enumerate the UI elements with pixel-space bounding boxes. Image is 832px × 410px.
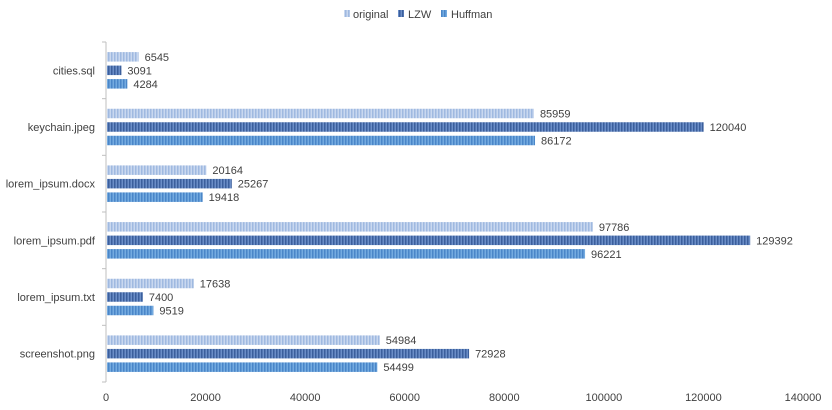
bar-lzw-lorem-ipsum-docx [107,178,232,189]
legend-swatch-huffman [441,10,447,17]
bar-huffman-cities-sql [107,79,128,89]
bar-lzw-keychain-jpeg [107,122,704,132]
x-tick-label: 0 [103,392,109,404]
data-label: 9519 [159,306,183,318]
bar-original-screenshot-png [107,335,380,345]
x-tick-label: 60000 [389,392,420,404]
bar-original-lorem-ipsum-docx [107,165,207,175]
data-label: 85959 [540,109,571,121]
x-tick-label: 140000 [785,392,822,404]
data-label: 20164 [212,165,243,177]
legend-label-lzw: LZW [408,9,432,21]
category-label: lorem_ipsum.docx [6,179,96,191]
legend-swatch-lzw [398,10,404,17]
bar-huffman-lorem-ipsum-txt [107,305,154,316]
data-label: 120040 [710,122,747,134]
data-label: 25267 [238,179,269,191]
axes: 0 20000 40000 60000 80000 100000 120000 140000 c… [6,41,822,404]
bar-original-keychain-jpeg [107,108,534,119]
bar-huffman-screenshot-png [107,362,378,372]
category-label: screenshot.png [20,349,95,361]
x-tick-label: 40000 [290,392,321,404]
data-label: 17638 [200,279,231,291]
bar-lzw-lorem-ipsum-pdf [107,235,751,246]
legend-swatch-original [344,10,350,17]
data-label: 7400 [149,292,173,304]
data-label: 54984 [386,335,417,347]
bar-original-lorem-ipsum-txt [107,278,194,289]
category-label: cities.sql [53,65,95,77]
bar-lzw-screenshot-png [107,348,470,359]
data-label: 97786 [599,222,630,234]
data-label: 6545 [145,52,169,64]
bar-huffman-keychain-jpeg [107,135,536,146]
x-tick-label: 80000 [489,392,520,404]
data-label: 3091 [127,65,151,77]
bar-lzw-lorem-ipsum-txt [107,292,143,302]
category-label: lorem_ipsum.txt [17,292,95,304]
legend-label-original: original [353,9,388,21]
data-label: 96221 [591,249,622,261]
x-tick-label: 20000 [190,392,221,404]
data-label: 129392 [756,235,793,247]
data-label: 72928 [475,349,506,361]
bar-lzw-cities-sql [107,65,122,76]
bar-original-lorem-ipsum-pdf [107,222,593,232]
legend: original LZW Huffman [344,9,492,21]
legend-label-huffman: Huffman [451,9,492,21]
x-tick-label: 120000 [685,392,722,404]
category-label: keychain.jpeg [28,122,95,134]
data-label: 4284 [133,79,157,91]
x-tick-label: 100000 [585,392,622,404]
bar-original-cities-sql [107,52,139,62]
bar-huffman-lorem-ipsum-pdf [107,249,586,259]
data-label: 86172 [541,136,572,148]
category-label: lorem_ipsum.pdf [14,235,96,247]
data-label: 19418 [209,192,240,204]
bar-huffman-lorem-ipsum-docx [107,192,203,202]
data-label: 54499 [383,362,414,374]
